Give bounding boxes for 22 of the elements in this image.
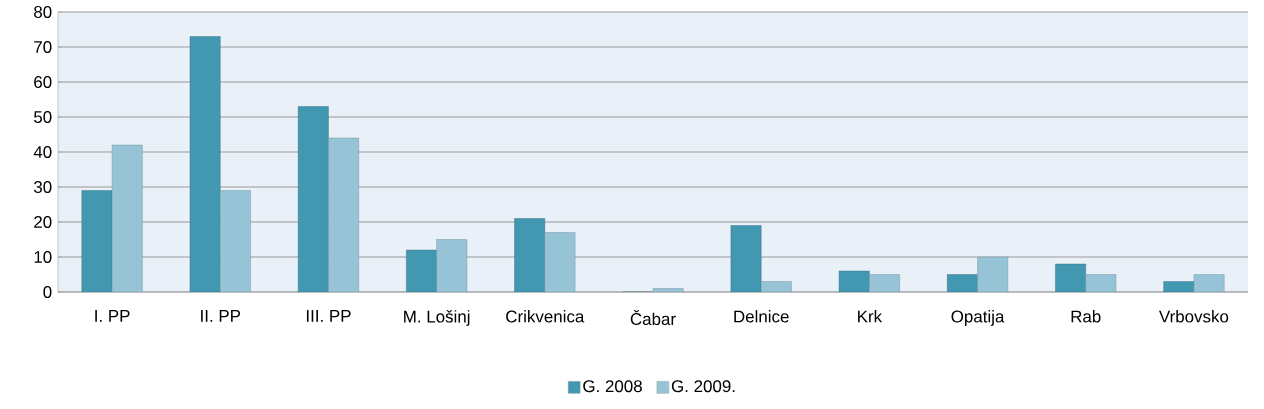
legend-label: G. 2008: [583, 380, 642, 393]
y-tick-label: 40: [33, 146, 52, 158]
y-tick-label: 10: [34, 251, 52, 263]
x-tick-label: Vrbovsko: [1159, 310, 1229, 323]
x-tick-label: M. Lošinj: [404, 310, 470, 326]
y-tick-label: 70: [34, 41, 52, 54]
x-tick-label: III. PP: [306, 310, 351, 322]
x-tick-label: Opatija: [951, 310, 1005, 326]
y-tick-label: 50: [33, 111, 52, 123]
x-tick-label: Delnice: [734, 310, 789, 323]
legend-label: G. 2009.: [671, 380, 735, 393]
x-tick-label: II. PP: [201, 310, 241, 322]
x-tick-label: Krk: [858, 310, 883, 323]
y-tick-label: 60: [34, 76, 52, 88]
x-tick-label: Crikvenica: [506, 310, 585, 323]
y-tick-label: 30: [33, 181, 52, 193]
y-tick-label: 20: [34, 216, 52, 228]
x-tick-label: I. PP: [95, 310, 130, 322]
x-tick-label: Rab: [1071, 310, 1101, 323]
x-tick-label: Čabar: [630, 310, 676, 326]
y-tick-label: 80: [34, 6, 52, 19]
y-tick-label: 0: [43, 286, 52, 298]
